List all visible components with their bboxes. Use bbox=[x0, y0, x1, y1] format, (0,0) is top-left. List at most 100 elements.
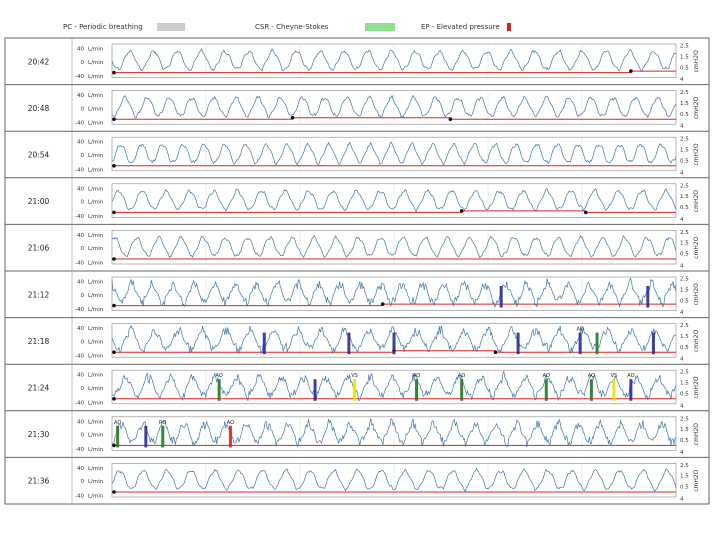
flow-waveform bbox=[111, 234, 677, 259]
right-tick-label: 2.5 bbox=[680, 183, 689, 189]
pressure-marker bbox=[112, 70, 116, 75]
right-tick-label: 4 bbox=[680, 357, 684, 363]
left-tick-unit: L/min bbox=[88, 386, 104, 392]
left-tick-unit: L/min bbox=[88, 167, 104, 173]
right-tick-label: 1.5 bbox=[680, 54, 689, 60]
right-tick-label: 1.5 bbox=[680, 474, 689, 480]
event-marker bbox=[353, 379, 357, 401]
left-tick-label: 0 bbox=[81, 200, 85, 206]
pressure-marker bbox=[112, 443, 116, 448]
left-tick-unit: L/min bbox=[88, 121, 104, 127]
left-tick-unit: L/min bbox=[88, 494, 104, 500]
left-tick-label: -40 bbox=[75, 261, 84, 267]
right-tick-label: 0.5 bbox=[680, 252, 689, 258]
event-marker bbox=[116, 425, 120, 448]
right-tick-label: 2.5 bbox=[680, 90, 689, 96]
event-marker bbox=[144, 425, 148, 448]
event-label: AO bbox=[458, 373, 465, 379]
left-tick-unit: L/min bbox=[88, 233, 104, 239]
row-time-label: 20:48 bbox=[28, 104, 50, 113]
left-tick-label: 0 bbox=[81, 479, 85, 485]
flow-waveform bbox=[111, 187, 677, 213]
right-axis-label: cmH2O bbox=[693, 50, 700, 72]
left-tick-label: 40 bbox=[77, 140, 84, 146]
left-tick-label: -40 bbox=[75, 167, 84, 173]
left-tick-unit: L/min bbox=[88, 307, 104, 313]
flow-waveform bbox=[111, 467, 677, 492]
event-marker bbox=[460, 379, 464, 401]
right-tick-label: 1.5 bbox=[680, 427, 689, 433]
row-time-label: 20:54 bbox=[28, 151, 50, 160]
pressure-marker bbox=[459, 209, 464, 213]
event-label: AO bbox=[627, 373, 634, 379]
event-marker bbox=[629, 379, 633, 401]
pressure-marker bbox=[112, 257, 116, 261]
legend-swatch-csr bbox=[365, 23, 395, 31]
right-tick-label: 1.5 bbox=[680, 194, 689, 200]
right-tick-label: 2.5 bbox=[680, 44, 689, 50]
left-tick-unit: L/min bbox=[88, 106, 104, 112]
left-tick-label: -40 bbox=[75, 307, 84, 313]
right-tick-label: 4 bbox=[680, 264, 684, 270]
right-tick-label: 4 bbox=[680, 450, 684, 456]
right-tick-label: 4 bbox=[680, 403, 684, 409]
flow-waveform bbox=[111, 370, 677, 402]
pressure-marker bbox=[112, 303, 116, 308]
right-tick-label: 4 bbox=[680, 124, 684, 130]
flow-waveform bbox=[111, 324, 677, 356]
event-label: AO bbox=[413, 373, 420, 379]
event-marker bbox=[313, 379, 317, 401]
legend: PC - Periodic breathing CSR - Cheyne-Sto… bbox=[0, 22, 720, 36]
right-axis-label: cmH2O bbox=[693, 376, 700, 398]
left-tick-unit: L/min bbox=[88, 186, 104, 192]
right-tick-label: 1.5 bbox=[680, 334, 689, 340]
left-tick-label: -40 bbox=[75, 74, 84, 80]
event-marker bbox=[499, 286, 503, 308]
event-marker bbox=[651, 332, 655, 355]
left-tick-unit: L/min bbox=[88, 200, 104, 206]
left-tick-unit: L/min bbox=[88, 447, 104, 453]
right-tick-label: 4 bbox=[680, 77, 684, 83]
left-tick-unit: L/min bbox=[88, 153, 104, 159]
legend-label-pc: PC - Periodic breathing bbox=[63, 23, 143, 31]
event-marker bbox=[217, 379, 221, 401]
left-tick-label: 40 bbox=[77, 47, 84, 53]
flow-waveform bbox=[112, 141, 677, 166]
right-tick-label: 2.5 bbox=[680, 277, 689, 283]
left-tick-unit: L/min bbox=[88, 60, 104, 66]
left-tick-unit: L/min bbox=[88, 433, 104, 439]
legend-swatch-pc bbox=[157, 23, 185, 31]
left-tick-unit: L/min bbox=[88, 280, 104, 286]
right-tick-label: 0.5 bbox=[680, 205, 689, 211]
right-tick-label: 0.5 bbox=[680, 65, 689, 71]
left-tick-label: -40 bbox=[75, 494, 84, 500]
row-time-label: 21:12 bbox=[28, 290, 50, 299]
left-tick-label: 40 bbox=[77, 373, 84, 379]
row-time-label: 21:36 bbox=[28, 477, 50, 486]
event-label: AO bbox=[227, 420, 234, 426]
event-marker bbox=[415, 379, 419, 401]
left-tick-label: -40 bbox=[75, 447, 84, 453]
right-tick-label: 1.5 bbox=[680, 287, 689, 293]
right-tick-label: 2.5 bbox=[680, 370, 689, 376]
right-tick-label: 0.5 bbox=[680, 392, 689, 398]
right-tick-label: 0.5 bbox=[680, 298, 689, 304]
left-tick-unit: L/min bbox=[88, 47, 104, 53]
legend-swatch-ep bbox=[507, 23, 511, 31]
right-axis-label: cmH2O bbox=[693, 190, 700, 212]
left-tick-label: 0 bbox=[81, 293, 85, 299]
event-label: VS bbox=[611, 373, 618, 379]
left-tick-unit: L/min bbox=[88, 400, 104, 406]
row-time-label: 21:06 bbox=[28, 244, 50, 253]
left-tick-label: 40 bbox=[77, 186, 84, 192]
event-label: AO bbox=[216, 373, 223, 379]
left-tick-label: -40 bbox=[75, 354, 84, 360]
event-label: VS bbox=[351, 373, 358, 379]
left-tick-label: 40 bbox=[77, 419, 84, 425]
left-tick-unit: L/min bbox=[88, 140, 104, 146]
event-marker bbox=[595, 332, 599, 355]
row-time-label: 21:30 bbox=[28, 430, 50, 439]
right-tick-label: 4 bbox=[680, 217, 684, 223]
left-tick-unit: L/min bbox=[88, 354, 104, 360]
right-tick-label: 4 bbox=[680, 310, 684, 316]
